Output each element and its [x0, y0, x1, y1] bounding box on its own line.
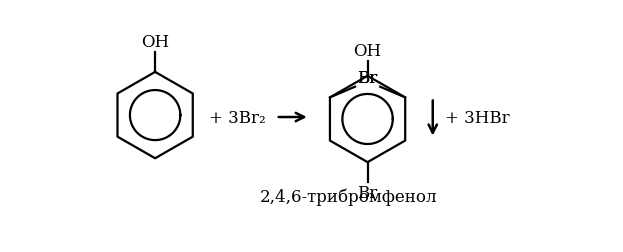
Text: 2,4,6-трибромфенол: 2,4,6-трибромфенол [259, 187, 437, 205]
Text: Br: Br [358, 184, 378, 201]
Text: Br: Br [358, 69, 378, 86]
Text: Br: Br [358, 69, 378, 86]
Text: + 3HBr: + 3HBr [445, 109, 510, 126]
Text: OH: OH [141, 34, 169, 51]
Text: + 3Br₂: + 3Br₂ [209, 109, 265, 126]
Text: OH: OH [353, 42, 382, 59]
